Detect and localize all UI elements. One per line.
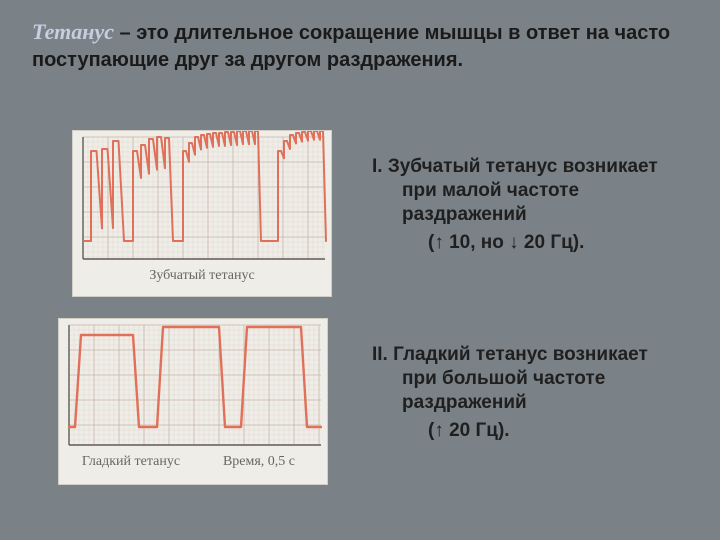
svg-text:Время, 0,5 с: Время, 0,5 с	[223, 454, 295, 469]
chart-smooth-tetanus: Гладкий тетанус Время, 0,5 с	[58, 318, 328, 485]
chart-smooth-svg: Гладкий тетанус Время, 0,5 с	[59, 319, 327, 484]
para-1: I. Зубчатый тетанус возникает при малой …	[372, 155, 686, 226]
freq-2: (↑ 20 Гц).	[372, 420, 686, 442]
chart-serrated-tetanus: Зубчатый тетанус	[72, 130, 332, 297]
freq-1: (↑ 10, но ↓ 20 Гц).	[372, 232, 686, 254]
header: Тетанус – это длительное сокращение мышц…	[32, 18, 688, 73]
text-block-1: I. Зубчатый тетанус возникает при малой …	[372, 155, 686, 254]
svg-text:Гладкий тетанус: Гладкий тетанус	[82, 454, 180, 469]
para-2: II. Гладкий тетанус возникает при большо…	[372, 343, 686, 414]
chart-serrated-svg: Зубчатый тетанус	[73, 131, 331, 296]
text-block-2: II. Гладкий тетанус возникает при большо…	[372, 343, 686, 442]
title-definition: – это длительное сокращение мышцы в отве…	[32, 22, 670, 71]
slide: Тетанус – это длительное сокращение мышц…	[0, 0, 720, 540]
svg-text:Зубчатый тетанус: Зубчатый тетанус	[149, 268, 254, 283]
title-word: Тетанус	[32, 19, 114, 44]
